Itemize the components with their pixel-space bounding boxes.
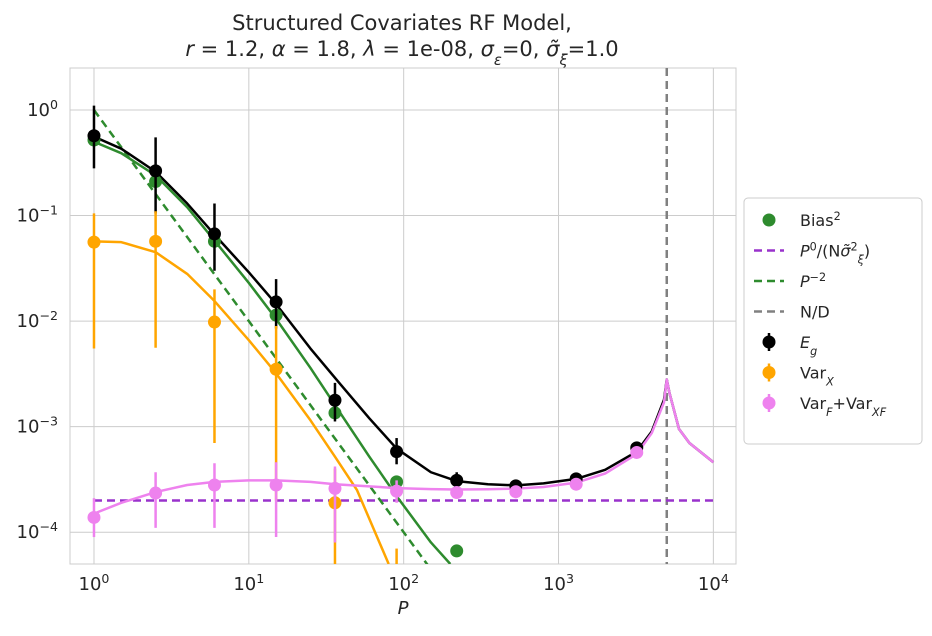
- data-point-VarFXF: [87, 510, 101, 524]
- data-point-VarFXF: [569, 477, 583, 491]
- legend-label-nd: N/D: [800, 303, 830, 322]
- legend-label-varx: VarX: [800, 364, 834, 389]
- chart-title: Structured Covariates RF Model,: [232, 11, 572, 35]
- y-axis-ticks: 100 10−1 10−2 10−3 10−4: [17, 97, 58, 544]
- data-point-VarFXF: [630, 445, 644, 459]
- data-point-Bias: [450, 544, 464, 558]
- legend-box: [743, 197, 923, 445]
- data-point-VarFXF: [269, 478, 283, 492]
- data-point-VarFXF: [149, 486, 163, 500]
- legend-marker-bias: [762, 213, 776, 227]
- legend-label-varf: VarF+VarXF: [800, 394, 887, 419]
- y-tick-label: 10−2: [17, 308, 58, 333]
- legend-label-p2: P−2: [800, 271, 826, 292]
- reference-line-P2: [92, 109, 429, 564]
- x-axis-ticks: 100 101 102 103 104: [79, 571, 729, 596]
- legend: Bias2 P0/(Nσ̃2ξ) P−2 N/D Eg VarX VarF+VarXF: [743, 197, 923, 445]
- data-point-Eg: [328, 393, 342, 407]
- chart-subtitle: r = 1.2, α = 1.8, λ = 1e-08, σε=0, σ̃ξ=1…: [185, 37, 618, 69]
- data-point-Eg: [450, 473, 464, 487]
- data-point-VarFXF: [328, 481, 342, 495]
- data-point-VarFXF: [207, 478, 221, 492]
- theory-curve-VarX: [93, 240, 390, 564]
- legend-marker-varf: [762, 396, 776, 410]
- data-point-Eg: [390, 445, 404, 459]
- y-tick-label: 100: [27, 97, 58, 122]
- data-point-Eg: [269, 295, 283, 309]
- data-point-VarFXF: [509, 485, 523, 499]
- data-point-VarX: [269, 362, 283, 376]
- legend-marker-eg: [762, 335, 776, 349]
- y-tick-label: 10−4: [17, 519, 58, 544]
- legend-label-p0: P0/(Nσ̃2ξ): [800, 240, 870, 266]
- data-point-VarFXF: [450, 485, 464, 499]
- data-point-VarX: [207, 315, 221, 329]
- data-point-VarX: [87, 235, 101, 249]
- x-tick-label: 103: [543, 571, 574, 596]
- legend-marker-varx: [762, 366, 776, 379]
- data-point-Eg: [87, 129, 101, 143]
- series-layer: [87, 68, 715, 564]
- x-tick-label: 100: [79, 571, 110, 596]
- x-tick-label: 101: [233, 571, 264, 596]
- legend-label-bias: Bias2: [800, 210, 841, 231]
- y-tick-label: 10−1: [17, 202, 58, 227]
- x-tick-label: 102: [388, 571, 419, 596]
- x-tick-label: 104: [698, 571, 729, 596]
- data-point-VarX: [149, 234, 163, 248]
- legend-label-eg: Eg: [800, 333, 817, 358]
- x-axis-label: P: [398, 598, 409, 619]
- data-point-Eg: [207, 227, 221, 241]
- data-point-Eg: [149, 164, 163, 178]
- theory-curve-VarFXF: [93, 378, 715, 515]
- data-point-VarFXF: [390, 484, 404, 498]
- y-tick-label: 10−3: [17, 413, 58, 438]
